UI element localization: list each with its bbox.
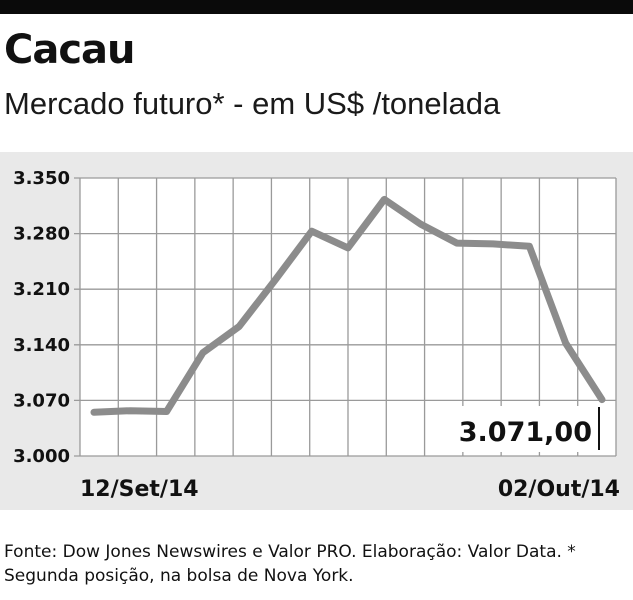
data-point bbox=[347, 247, 349, 249]
data-point bbox=[311, 230, 313, 232]
data-point bbox=[456, 242, 458, 244]
data-point bbox=[383, 198, 385, 200]
x-tick-label: 12/Set/14 bbox=[80, 477, 199, 502]
data-point bbox=[238, 326, 240, 328]
annotation-background bbox=[452, 406, 602, 452]
line-chart: 3.000 3.070 3.140 3.210 3.280 3.350 12/Set/14… bbox=[13, 168, 620, 502]
data-point bbox=[601, 399, 603, 401]
data-point bbox=[420, 223, 422, 225]
y-tick-label: 3.070 bbox=[13, 390, 70, 411]
data-point bbox=[202, 352, 204, 354]
data-point bbox=[93, 411, 95, 413]
data-point bbox=[528, 245, 530, 247]
data-point bbox=[565, 342, 567, 344]
last-value-label: 3.071,00 bbox=[459, 417, 592, 448]
y-tick-label: 3.140 bbox=[13, 335, 70, 356]
top-rule bbox=[0, 0, 633, 14]
y-tick-label: 3.000 bbox=[13, 446, 70, 467]
chart-title: Cacau bbox=[4, 27, 136, 73]
data-point bbox=[274, 279, 276, 281]
y-tick-label: 3.280 bbox=[13, 224, 70, 245]
source-note: Fonte: Dow Jones Newswires e Valor PRO. … bbox=[4, 542, 576, 586]
chart-subtitle: Mercado futuro* - em US$ /tonelada bbox=[4, 86, 501, 121]
y-tick-label: 3.210 bbox=[13, 279, 70, 300]
data-point bbox=[166, 411, 168, 413]
y-tick-label: 3.350 bbox=[13, 168, 70, 189]
x-tick-label: 02/Out/14 bbox=[498, 477, 620, 502]
data-point bbox=[129, 410, 131, 412]
data-point bbox=[492, 243, 494, 245]
